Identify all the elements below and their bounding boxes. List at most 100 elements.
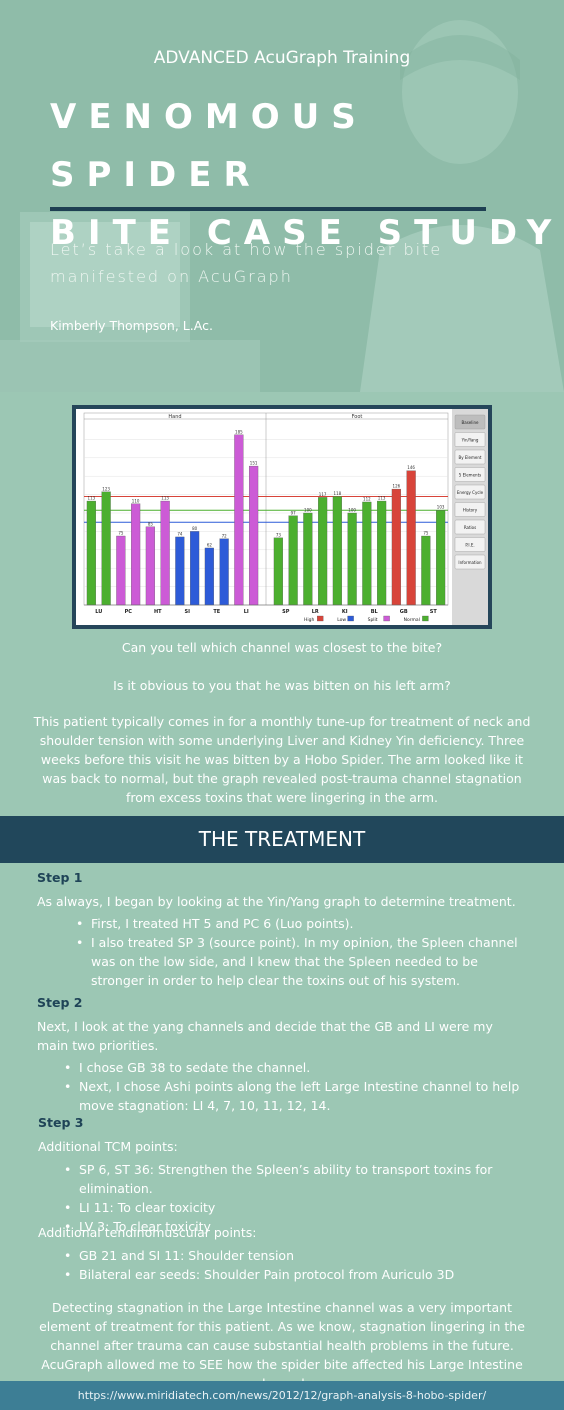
bar-value-label: 75 xyxy=(118,531,124,536)
acugraph-bar-chart: Hand Foot 113 123 75 110 85 113 74 80 62 72 185 151 73… xyxy=(83,409,488,625)
bar-value-label: 146 xyxy=(407,465,415,470)
side-button xyxy=(454,432,486,447)
bar-value-label: 100 xyxy=(304,508,312,513)
bar-si xyxy=(175,536,185,606)
list-item: GB 21 and SI 11: Shoulder tension xyxy=(64,1246,534,1265)
bar-li xyxy=(234,434,244,606)
bar-ht xyxy=(145,526,155,606)
bar-value-label: 80 xyxy=(192,526,198,531)
side-button-label: By Element xyxy=(459,455,482,460)
side-button xyxy=(454,502,486,517)
list-item: First, I treated HT 5 and PC 6 (Luo poin… xyxy=(76,914,531,933)
step-1-bullets: First, I treated HT 5 and PC 6 (Luo poin… xyxy=(76,914,531,990)
step-1-label: Step 1 xyxy=(37,870,83,885)
side-button-label: Yin/Yang xyxy=(461,438,479,443)
bar-value-label: 113 xyxy=(161,496,169,501)
list-item: SP 6, ST 36: Strengthen the Spleen’s abi… xyxy=(64,1160,534,1198)
legend-swatch xyxy=(383,615,390,622)
step-3-label: Step 3 xyxy=(38,1115,84,1130)
hero-title-line-2: BITE CASE STUDY xyxy=(50,213,564,253)
tick-label-gb: GB xyxy=(400,609,408,615)
bar-value-label: 100 xyxy=(348,508,356,513)
tick-label-ki: KI xyxy=(342,609,348,615)
tick-label-bl: BL xyxy=(371,609,379,615)
tendinomuscular-bullets: GB 21 and SI 11: Shoulder tension Bilate… xyxy=(64,1246,534,1284)
bar-value-label: 151 xyxy=(250,461,258,466)
hero-title: VENOMOUS SPIDER BITE CASE STUDY xyxy=(50,88,564,262)
bar-value-label: 62 xyxy=(207,542,213,547)
bar-ki xyxy=(332,496,342,606)
legend-label: Normal xyxy=(404,617,420,623)
side-button-label: Baseline xyxy=(462,420,479,425)
side-button xyxy=(454,467,486,482)
bar-value-label: 73 xyxy=(276,532,282,537)
tick-label-si: SI xyxy=(185,609,191,615)
list-item: LI 11: To clear toxicity xyxy=(64,1198,534,1217)
side-button xyxy=(454,519,486,535)
legend-label: Split xyxy=(368,617,378,623)
bar-lu xyxy=(101,491,111,606)
conclusion: Detecting stagnation in the Large Intest… xyxy=(39,1300,525,1391)
bar-lu xyxy=(86,500,96,606)
side-button xyxy=(454,449,486,465)
treatment-header-band: THE TREATMENT xyxy=(0,816,564,863)
side-button-label: P.I.E. xyxy=(465,543,474,548)
case-intro: This patient typically comes in for a mo… xyxy=(33,714,531,805)
tick-label-li: LI xyxy=(244,609,249,615)
bar-st xyxy=(436,510,446,606)
question-2: Is it obvious to you that he was bitten … xyxy=(113,678,451,693)
hero-background-photo xyxy=(0,20,564,392)
question-1: Can you tell which channel was closest t… xyxy=(121,640,443,655)
bar-si xyxy=(190,531,200,606)
bar-value-label: 74 xyxy=(177,531,183,536)
side-button-label: History xyxy=(463,508,478,513)
tick-label-lu: LU xyxy=(95,609,102,615)
bar-value-label: 113 xyxy=(378,496,386,501)
group-label-foot: Foot xyxy=(352,414,363,420)
legend-swatch xyxy=(317,615,324,622)
bar-value-label: 118 xyxy=(334,491,342,496)
bar-value-label: 113 xyxy=(88,496,96,501)
bar-lr xyxy=(318,497,328,606)
bar-value-label: 97 xyxy=(291,510,297,515)
side-button xyxy=(454,537,486,552)
bar-st xyxy=(421,535,431,606)
list-item: LV 3: To clear toxicity xyxy=(64,1217,534,1236)
side-button-label: Energy Cycle xyxy=(457,490,484,495)
step-2-label: Step 2 xyxy=(37,995,83,1010)
bar-gb xyxy=(391,488,401,606)
bar-value-label: 75 xyxy=(423,531,429,536)
legend-swatch xyxy=(422,615,429,622)
bar-value-label: 103 xyxy=(437,505,445,510)
bar-pc xyxy=(131,503,141,606)
bar-value-label: 72 xyxy=(222,533,228,538)
hero-subtitle: ADVANCED AcuGraph Training xyxy=(153,48,411,68)
bar-bl xyxy=(377,500,387,606)
side-button-label: Information xyxy=(458,560,482,565)
bar-value-label: 112 xyxy=(363,496,371,501)
hero-title-line-1: VENOMOUS SPIDER xyxy=(50,97,368,195)
acugraph-chart-frame: Hand Foot 113 123 75 110 85 113 74 80 62 72 185 151 73… xyxy=(72,405,492,629)
legend-swatch xyxy=(347,615,354,622)
bar-gb xyxy=(406,470,416,606)
hero-banner: ADVANCED AcuGraph Training VENOMOUS SPID… xyxy=(0,0,564,392)
group-label-hand: Hand xyxy=(168,414,181,420)
tcm-heading: Additional TCM points: xyxy=(38,1139,178,1154)
bar-sp xyxy=(288,515,298,606)
tcm-bullets: SP 6, ST 36: Strengthen the Spleen’s abi… xyxy=(64,1160,534,1236)
side-button-label: 5 Elements xyxy=(459,473,481,478)
bar-value-label: 117 xyxy=(319,492,327,497)
tick-label-pc: PC xyxy=(125,609,133,615)
legend-label: High xyxy=(304,617,314,623)
list-item: Bilateral ear seeds: Shoulder Pain proto… xyxy=(64,1265,534,1284)
side-button-label: Ratios xyxy=(464,525,476,530)
tick-label-te: TE xyxy=(213,609,220,615)
bar-value-label: 185 xyxy=(235,429,243,434)
bar-te xyxy=(219,538,229,606)
source-link[interactable]: https://www.miridiatech.com/news/2012/12… xyxy=(77,1389,487,1402)
bar-ki xyxy=(347,512,357,606)
tick-label-ht: HT xyxy=(154,609,162,615)
list-item: Next, I chose Ashi points along the left… xyxy=(64,1077,524,1115)
list-item: I also treated SP 3 (source point). In m… xyxy=(76,933,531,990)
step-2-text: Next, I look at the yang channels and de… xyxy=(37,1019,493,1053)
